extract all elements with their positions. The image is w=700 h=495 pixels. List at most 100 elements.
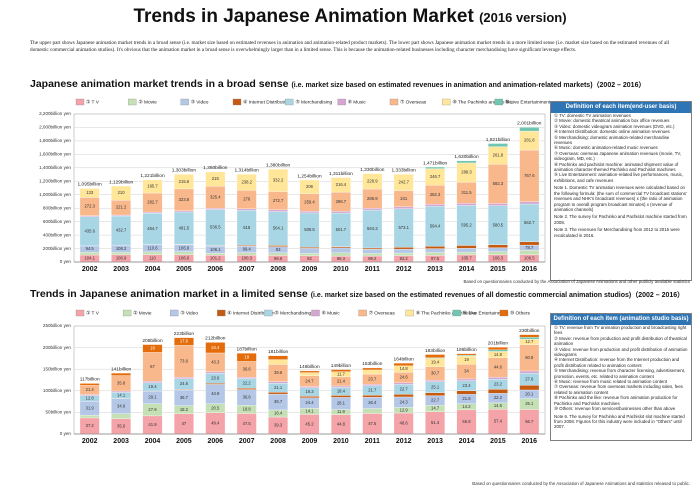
segment-label: 242.7: [398, 180, 409, 185]
segment-label: 23.2: [494, 381, 503, 386]
x-tick-label: 2013: [427, 266, 443, 273]
segment-label: 286.9: [367, 196, 378, 201]
segment-label: 47.5: [243, 421, 252, 426]
definition-item: ⑩ Others: revenue from services/business…: [554, 406, 676, 412]
bar-segment: [393, 174, 414, 191]
segment-label: 100.3: [241, 256, 252, 261]
bar-segment: [488, 376, 508, 380]
total-label: 1,254billion: [297, 173, 322, 179]
legend-swatch: [389, 98, 399, 106]
total-label: 1,471billion: [423, 160, 448, 166]
y-tick-label: 600billion yen: [43, 219, 72, 224]
segment-label: 56.7: [525, 419, 534, 424]
total-label: 208billion: [142, 338, 163, 344]
source-note: Based on questionnaires conducted by the…: [463, 279, 690, 284]
segment-label: 282.3: [430, 192, 441, 197]
segment-label: 27.9: [148, 407, 157, 412]
bar-segment: [519, 334, 540, 338]
y-tick-label: 200billion yen: [43, 345, 72, 350]
bar-segment: [425, 248, 445, 253]
segment-label: 57.4: [494, 419, 503, 424]
bar-segment: [456, 160, 477, 164]
bar-segment: [111, 252, 131, 255]
y-tick-label: 1,000billion yen: [39, 192, 71, 197]
segment-label: 21.8: [462, 396, 471, 401]
bar-segment: [111, 390, 131, 393]
x-tick-label: 2005: [176, 438, 192, 445]
bar-segment: [488, 244, 508, 248]
bar-segment: [205, 383, 226, 385]
segment-label: 41.9: [148, 422, 157, 427]
legend-swatch: [442, 98, 451, 106]
bar-segment: [142, 251, 163, 255]
page-title: Trends in Japanese Animation Market (201…: [0, 6, 700, 28]
y-tick-label: 1,400billion yen: [39, 165, 71, 170]
bar-segment: [299, 211, 320, 214]
segment-label: 106.6: [179, 256, 190, 261]
legend-label: ② Movie: [133, 310, 152, 316]
legend-swatch: [170, 309, 179, 317]
bar-segment: [362, 208, 383, 211]
x-tick-label: 2016: [522, 438, 538, 445]
definition-item: ① TV: revenue from TV animation producti…: [554, 325, 687, 336]
segment-label: 323.8: [179, 197, 190, 202]
segment-label: 92.2: [400, 256, 409, 261]
bar-segment: [456, 203, 477, 206]
bar-segment: [299, 248, 320, 254]
bar-segment: [268, 169, 288, 192]
bar-segment: [362, 367, 383, 371]
legend-label: ⑦ Overseas: [400, 99, 427, 105]
x-tick-label: 2016: [522, 266, 538, 273]
bar-segment: [393, 362, 414, 366]
total-label: 1,303billion: [172, 168, 197, 174]
definition-note: Note 1. Domestic TV animation revenues w…: [554, 185, 687, 212]
legend-label: ④ Internet Distribution: [243, 99, 291, 105]
definition-item: ② Movie: domestic theatrical animation b…: [554, 118, 670, 124]
legend-label: ② Movie: [138, 99, 157, 105]
bar-segment: [299, 372, 320, 376]
y-tick-label: 200billion yen: [43, 246, 72, 251]
total-label: 1,129billion: [109, 179, 134, 185]
bar-segment: [79, 394, 100, 396]
bar-segment: [268, 392, 288, 395]
bar-segment: [331, 211, 351, 214]
bar-segment: [268, 381, 288, 384]
legend-label: ⑤ Merchandising: [295, 99, 332, 105]
legend-label: ③ Video: [191, 99, 209, 105]
bar-segment: [519, 384, 540, 391]
bar-segment: [79, 383, 100, 386]
bar-segment: [236, 252, 257, 256]
bar-segment: [362, 249, 383, 254]
bar-segment: [174, 337, 194, 346]
bar-segment: [205, 208, 226, 210]
total-label: 181billion: [268, 349, 289, 355]
definition-item: ③ Video: domestic videogram animation re…: [554, 123, 675, 129]
segment-label: 51.4: [431, 420, 440, 425]
segment-label: 221.2: [116, 205, 127, 210]
segment-label: 29.1: [148, 395, 157, 400]
legend-swatch: [128, 98, 137, 106]
legend-label: ③ Video: [180, 310, 198, 316]
segment-label: 464.7: [147, 226, 158, 231]
x-tick-label: 2007: [239, 266, 255, 273]
bar-segment: [519, 201, 540, 205]
segment-label: 21.4: [337, 378, 346, 383]
title-version: (2016 version): [479, 10, 567, 25]
bar-segment: [488, 349, 508, 352]
total-label: 183billion: [425, 348, 446, 354]
segment-label: 23.6: [211, 375, 220, 380]
definition-note: Note 2. The survey for Pachinko and Pach…: [554, 214, 687, 225]
bar-segment: [79, 188, 100, 198]
segment-label: 47: [182, 421, 187, 426]
bar-segment: [425, 354, 445, 358]
y-tick-label: 0 yen: [60, 431, 72, 436]
segment-label: 106.9: [179, 245, 190, 250]
segment-label: 246.7: [430, 174, 441, 179]
legend-swatch: [75, 98, 85, 106]
bar-segment: [425, 204, 445, 207]
definition-item: ⑥ Music: domestic animation-related musi…: [554, 145, 658, 151]
bar-segment: [456, 378, 477, 381]
segment-label: 582.3: [493, 181, 504, 186]
